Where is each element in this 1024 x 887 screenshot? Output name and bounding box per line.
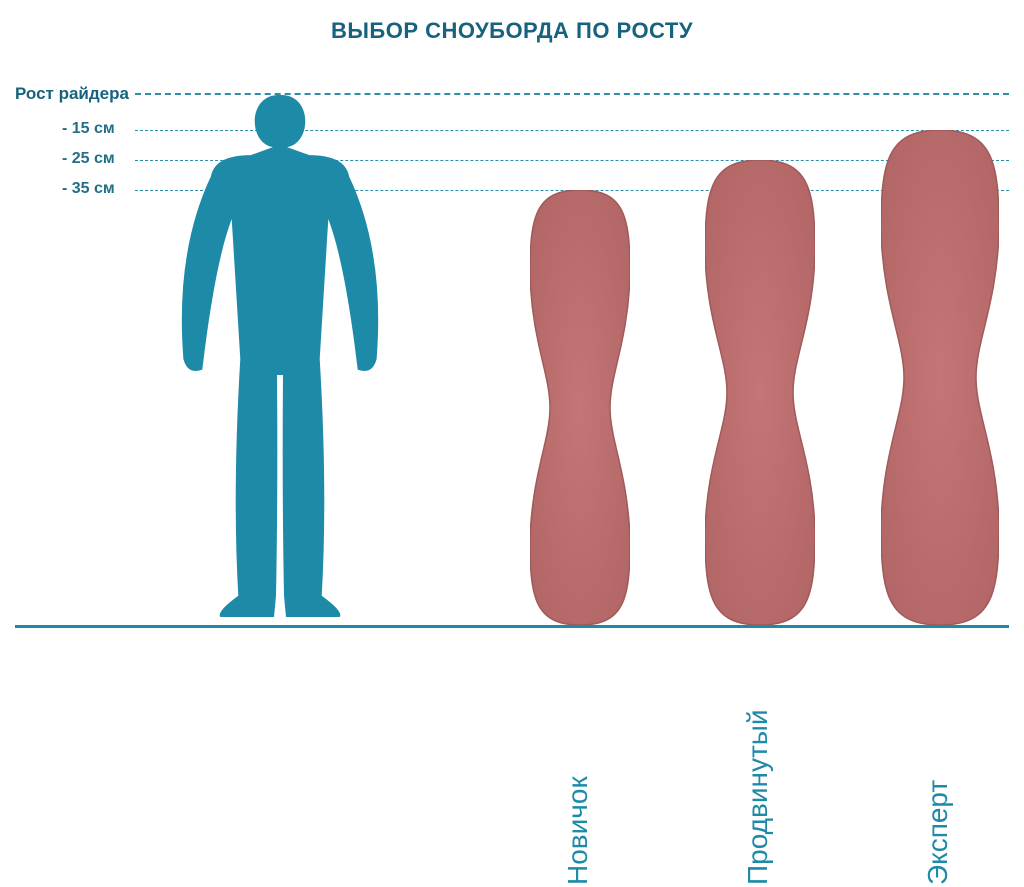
board-label-2: Эксперт <box>922 655 954 885</box>
ground-line <box>15 625 1009 628</box>
guide-label-0: - 15 см <box>62 120 115 138</box>
guide-label-1: - 25 см <box>62 150 115 168</box>
board-label-1: Продвинутый <box>742 655 774 885</box>
guide-label-2: - 35 см <box>62 180 115 198</box>
rider-silhouette <box>175 93 385 625</box>
diagram-stage: - 15 см - 25 см - 35 см Новичок Продвинутый Э… <box>0 0 1024 887</box>
snowboard-1 <box>705 160 815 625</box>
board-label-0: Новичок <box>562 655 594 885</box>
snowboard-0 <box>530 190 630 625</box>
snowboard-2 <box>881 130 999 625</box>
